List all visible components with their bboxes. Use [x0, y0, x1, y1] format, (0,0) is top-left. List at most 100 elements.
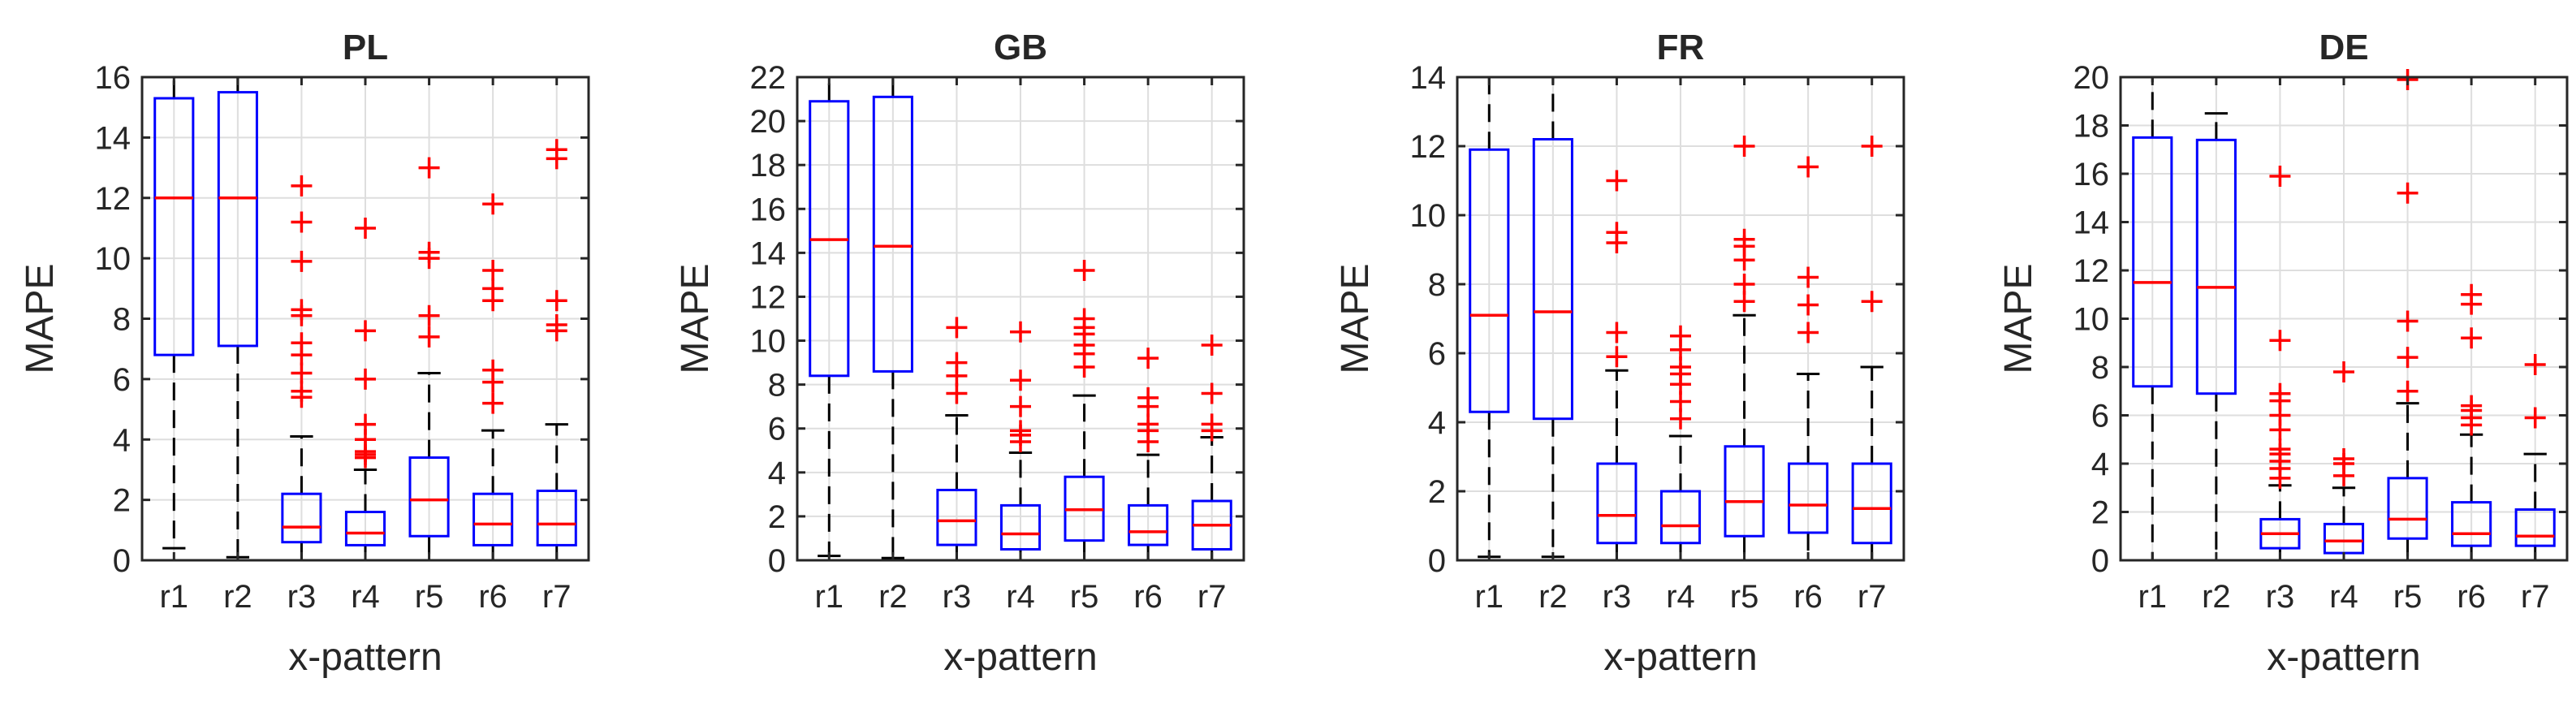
y-axis-label: MAPE: [19, 263, 62, 374]
x-tick-label: r3: [1603, 579, 1632, 615]
x-tick-label: r2: [1538, 579, 1568, 615]
outlier-point: [2269, 438, 2291, 460]
y-tick-label: 22: [750, 60, 787, 96]
outlier-point: [1861, 291, 1883, 313]
outlier-point: [1010, 321, 1031, 343]
outlier-point: [2333, 448, 2354, 470]
outlier-point: [418, 157, 440, 179]
box-iqr: [2387, 477, 2428, 540]
y-tick-label: 4: [1428, 405, 1446, 441]
x-tick-label: r7: [542, 579, 572, 615]
outlier-point: [482, 392, 504, 414]
y-tick-label: 0: [113, 543, 131, 579]
y-tick-label: 16: [95, 60, 132, 96]
y-tick-label: 0: [2091, 543, 2109, 579]
x-tick-label: r5: [2393, 579, 2423, 615]
y-tick-label: 12: [2073, 253, 2110, 289]
box-iqr: [936, 488, 977, 546]
box-r4: [2323, 361, 2365, 562]
box-iqr: [536, 489, 577, 546]
box-iqr: [472, 492, 514, 546]
chart-title: GB: [994, 28, 1047, 67]
outlier-point: [1606, 222, 1628, 244]
y-tick-label: 14: [750, 235, 787, 271]
x-tick-label: r6: [1133, 579, 1163, 615]
outlier-point: [291, 211, 313, 233]
outlier-point: [2524, 407, 2546, 429]
outlier-point: [1797, 156, 1819, 178]
x-tick-label: r6: [2457, 579, 2486, 615]
y-tick-label: 0: [768, 543, 786, 579]
outlier-point: [291, 380, 313, 402]
y-tick-label: 10: [750, 324, 787, 360]
outlier-point: [946, 317, 968, 339]
box-r7: [1851, 136, 1892, 562]
y-tick-label: 20: [750, 104, 787, 140]
box-r4: [999, 321, 1042, 562]
box-iqr: [1469, 148, 1510, 413]
outlier-point: [1010, 395, 1031, 417]
chart-title: FR: [1657, 28, 1705, 67]
box-r3: [281, 175, 322, 562]
y-tick-label: 10: [2073, 302, 2110, 338]
outlier-point: [2269, 330, 2291, 352]
box-r5: [408, 157, 450, 562]
x-tick-label: r5: [1070, 579, 1099, 615]
outlier-point: [2269, 165, 2291, 187]
x-tick-label: r7: [2521, 579, 2550, 615]
outlier-point: [291, 250, 313, 272]
outlier-point: [546, 313, 567, 335]
outlier-point: [546, 290, 567, 312]
box-iqr: [1851, 462, 1892, 545]
outlier-point: [2397, 182, 2419, 204]
outlier-point: [2524, 354, 2546, 376]
y-tick-label: 0: [1428, 543, 1446, 579]
y-axis-label: MAPE: [1334, 263, 1377, 374]
outlier-point: [2461, 395, 2483, 417]
outlier-point: [1073, 260, 1095, 281]
outlier-point: [1797, 294, 1819, 316]
y-tick-label: 18: [2073, 109, 2110, 145]
box-iqr: [344, 511, 386, 546]
y-tick-label: 6: [1428, 336, 1446, 372]
outlier-point: [1010, 369, 1031, 391]
y-tick-label: 4: [113, 422, 131, 458]
x-tick-label: r4: [2329, 579, 2358, 615]
x-tick-label: r3: [287, 579, 317, 615]
panel-fr: 0 2 4 6 8 10 12 14 r1 r2 r3 r4 r5 r6 r7 FR x-pattern MAPE: [1334, 28, 1905, 679]
y-tick-label: 10: [1410, 198, 1447, 234]
outlier-point: [291, 332, 313, 354]
y-tick-label: 4: [2091, 447, 2109, 482]
box-r4: [1659, 325, 1702, 562]
box-iqr: [2132, 136, 2173, 388]
panel-pl: 0 2 4 6 8 10 12 14 16 r1 r2 r3 r4 r5 r6 r7 PL x-pattern MA…: [19, 28, 590, 679]
x-tick-label: r5: [415, 579, 444, 615]
box-r1: [809, 76, 850, 558]
x-tick-label: r3: [2266, 579, 2295, 615]
x-tick-label: r2: [878, 579, 908, 615]
box-iqr: [999, 503, 1042, 551]
x-tick-label: r4: [1006, 579, 1035, 615]
outlier-point: [2461, 283, 2483, 305]
y-tick-label: 10: [95, 241, 132, 277]
outlier-point: [291, 362, 313, 384]
box-iqr: [2195, 138, 2237, 395]
y-tick-label: 12: [750, 279, 787, 315]
chart-title: PL: [343, 28, 388, 67]
outlier-point: [2461, 327, 2483, 349]
y-tick-label: 2: [1428, 474, 1446, 510]
x-axis-label: x-pattern: [1603, 636, 1757, 679]
box-iqr: [281, 492, 322, 544]
outlier-point: [1010, 420, 1031, 442]
outlier-point: [355, 217, 376, 239]
x-tick-label: r7: [1197, 579, 1227, 615]
y-tick-label: 14: [95, 120, 132, 156]
outlier-point: [2397, 310, 2419, 332]
x-tick-label: r6: [1793, 579, 1823, 615]
outlier-point: [291, 299, 313, 321]
y-tick-label: 20: [2073, 60, 2110, 96]
outlier-point: [1201, 334, 1223, 356]
outlier-point: [1606, 346, 1628, 368]
outlier-point: [1606, 170, 1628, 192]
outlier-point: [1670, 325, 1691, 347]
